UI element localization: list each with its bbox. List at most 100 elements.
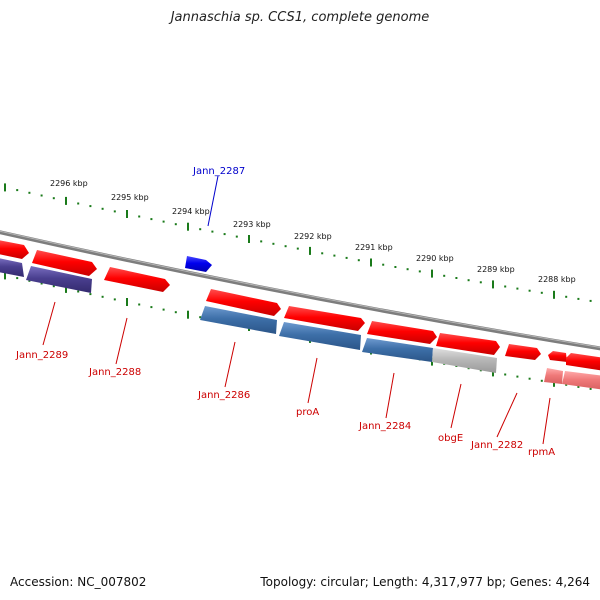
gene-arrow[interactable] bbox=[206, 289, 281, 316]
minor-tick bbox=[235, 235, 238, 238]
gene-label[interactable]: Jann_2284 bbox=[358, 421, 411, 432]
gene-arrow[interactable] bbox=[505, 344, 541, 360]
minor-tick bbox=[565, 295, 568, 298]
gene-arrow[interactable] bbox=[367, 321, 437, 344]
major-tick bbox=[492, 280, 494, 289]
topology-text: Topology: circular; Length: 4,317,977 bp… bbox=[260, 575, 590, 589]
minor-tick bbox=[467, 279, 470, 282]
kbp-label: 2288 kbp bbox=[538, 275, 576, 284]
minor-tick bbox=[150, 306, 153, 309]
gene-arrow[interactable] bbox=[362, 338, 433, 362]
minor-tick bbox=[138, 215, 141, 218]
minor-tick bbox=[199, 316, 202, 319]
minor-tick bbox=[333, 254, 336, 257]
genome-backbone-highlight bbox=[0, 230, 600, 348]
gene-arrow[interactable] bbox=[566, 353, 600, 371]
major-tick bbox=[65, 284, 67, 293]
gene-label[interactable]: obgE bbox=[438, 433, 463, 444]
minor-tick bbox=[174, 223, 177, 226]
gene-labels: Jann_2289 Jann_2288 Jann_2286 proA Jann_… bbox=[15, 350, 555, 458]
minor-tick bbox=[455, 277, 458, 279]
minor-tick bbox=[504, 285, 507, 288]
gene-arrow[interactable] bbox=[284, 306, 365, 331]
major-tick bbox=[4, 271, 6, 280]
minor-tick bbox=[40, 282, 43, 285]
major-tick bbox=[187, 310, 189, 319]
minor-tick bbox=[101, 207, 104, 210]
minor-tick bbox=[162, 308, 165, 311]
minor-tick bbox=[162, 220, 165, 223]
gene-arrow[interactable] bbox=[200, 306, 277, 334]
minor-tick bbox=[150, 218, 153, 221]
gene-arrow[interactable] bbox=[32, 250, 97, 276]
minor-tick bbox=[174, 311, 177, 314]
major-tick bbox=[187, 222, 189, 231]
minor-tick bbox=[260, 240, 263, 243]
gene-label[interactable]: Jann_2289 bbox=[15, 350, 68, 361]
minor-tick bbox=[577, 297, 580, 300]
outer-scale-track bbox=[4, 183, 592, 302]
gene-arrow[interactable] bbox=[26, 266, 92, 293]
reverse-strand-genes bbox=[0, 258, 600, 390]
minor-tick bbox=[52, 285, 55, 288]
gene-label[interactable]: Jann_2286 bbox=[197, 390, 250, 401]
gene-label[interactable]: rpmA bbox=[528, 447, 555, 458]
major-tick bbox=[370, 258, 372, 267]
minor-tick bbox=[418, 270, 421, 273]
gene-leader-lines bbox=[42, 301, 551, 445]
gene-arrow[interactable] bbox=[104, 267, 170, 292]
minor-tick bbox=[589, 387, 592, 390]
minor-tick bbox=[565, 383, 568, 386]
gene-arrow[interactable] bbox=[436, 333, 500, 355]
minor-tick bbox=[528, 377, 531, 380]
minor-tick bbox=[528, 289, 531, 292]
forward-strand-genes bbox=[0, 240, 600, 371]
minor-tick bbox=[272, 242, 275, 245]
minor-tick bbox=[516, 375, 519, 378]
gene-arrow[interactable] bbox=[548, 351, 567, 362]
genome-backbone bbox=[0, 230, 600, 351]
minor-tick bbox=[589, 299, 592, 302]
minor-tick bbox=[40, 194, 43, 197]
minor-tick bbox=[345, 256, 348, 259]
minor-tick bbox=[101, 295, 104, 298]
minor-tick bbox=[321, 252, 324, 255]
gene-arrow[interactable] bbox=[432, 348, 497, 373]
minor-tick bbox=[52, 197, 55, 200]
gene-arrow[interactable] bbox=[0, 240, 29, 259]
minor-tick bbox=[223, 233, 226, 236]
gene-arrow[interactable] bbox=[279, 322, 361, 350]
minor-tick bbox=[211, 230, 214, 233]
kbp-label: 2295 kbp bbox=[111, 193, 149, 202]
major-tick bbox=[248, 235, 250, 243]
minor-tick bbox=[540, 379, 543, 382]
minor-tick bbox=[479, 281, 482, 284]
minor-tick bbox=[443, 274, 446, 277]
minor-tick bbox=[284, 245, 287, 248]
gene-arrow[interactable] bbox=[562, 371, 600, 390]
gene-label-jann-2287[interactable]: Jann_2287 bbox=[192, 166, 245, 177]
kbp-label: 2291 kbp bbox=[355, 243, 393, 252]
minor-tick bbox=[28, 279, 31, 282]
minor-tick bbox=[199, 228, 202, 231]
gene-label[interactable]: Jann_2282 bbox=[470, 440, 523, 451]
kbp-label: 2294 kbp bbox=[172, 207, 210, 216]
major-tick bbox=[4, 183, 6, 192]
gene-arrow[interactable] bbox=[0, 258, 24, 277]
minor-tick bbox=[516, 287, 519, 290]
minor-tick bbox=[16, 277, 19, 280]
kbp-label: 2292 kbp bbox=[294, 232, 332, 241]
gene-arrow-jann-2287[interactable] bbox=[185, 256, 212, 272]
gene-label[interactable]: proA bbox=[296, 407, 319, 418]
kbp-label: 2290 kbp bbox=[416, 254, 454, 263]
minor-tick bbox=[296, 247, 299, 250]
minor-tick bbox=[28, 191, 31, 194]
major-tick bbox=[126, 298, 128, 306]
gene-label[interactable]: Jann_2288 bbox=[88, 367, 141, 378]
minor-tick bbox=[113, 298, 116, 301]
gene-arrow[interactable] bbox=[544, 368, 563, 384]
minor-tick bbox=[138, 303, 141, 306]
minor-tick bbox=[406, 268, 409, 271]
minor-tick bbox=[382, 263, 385, 266]
